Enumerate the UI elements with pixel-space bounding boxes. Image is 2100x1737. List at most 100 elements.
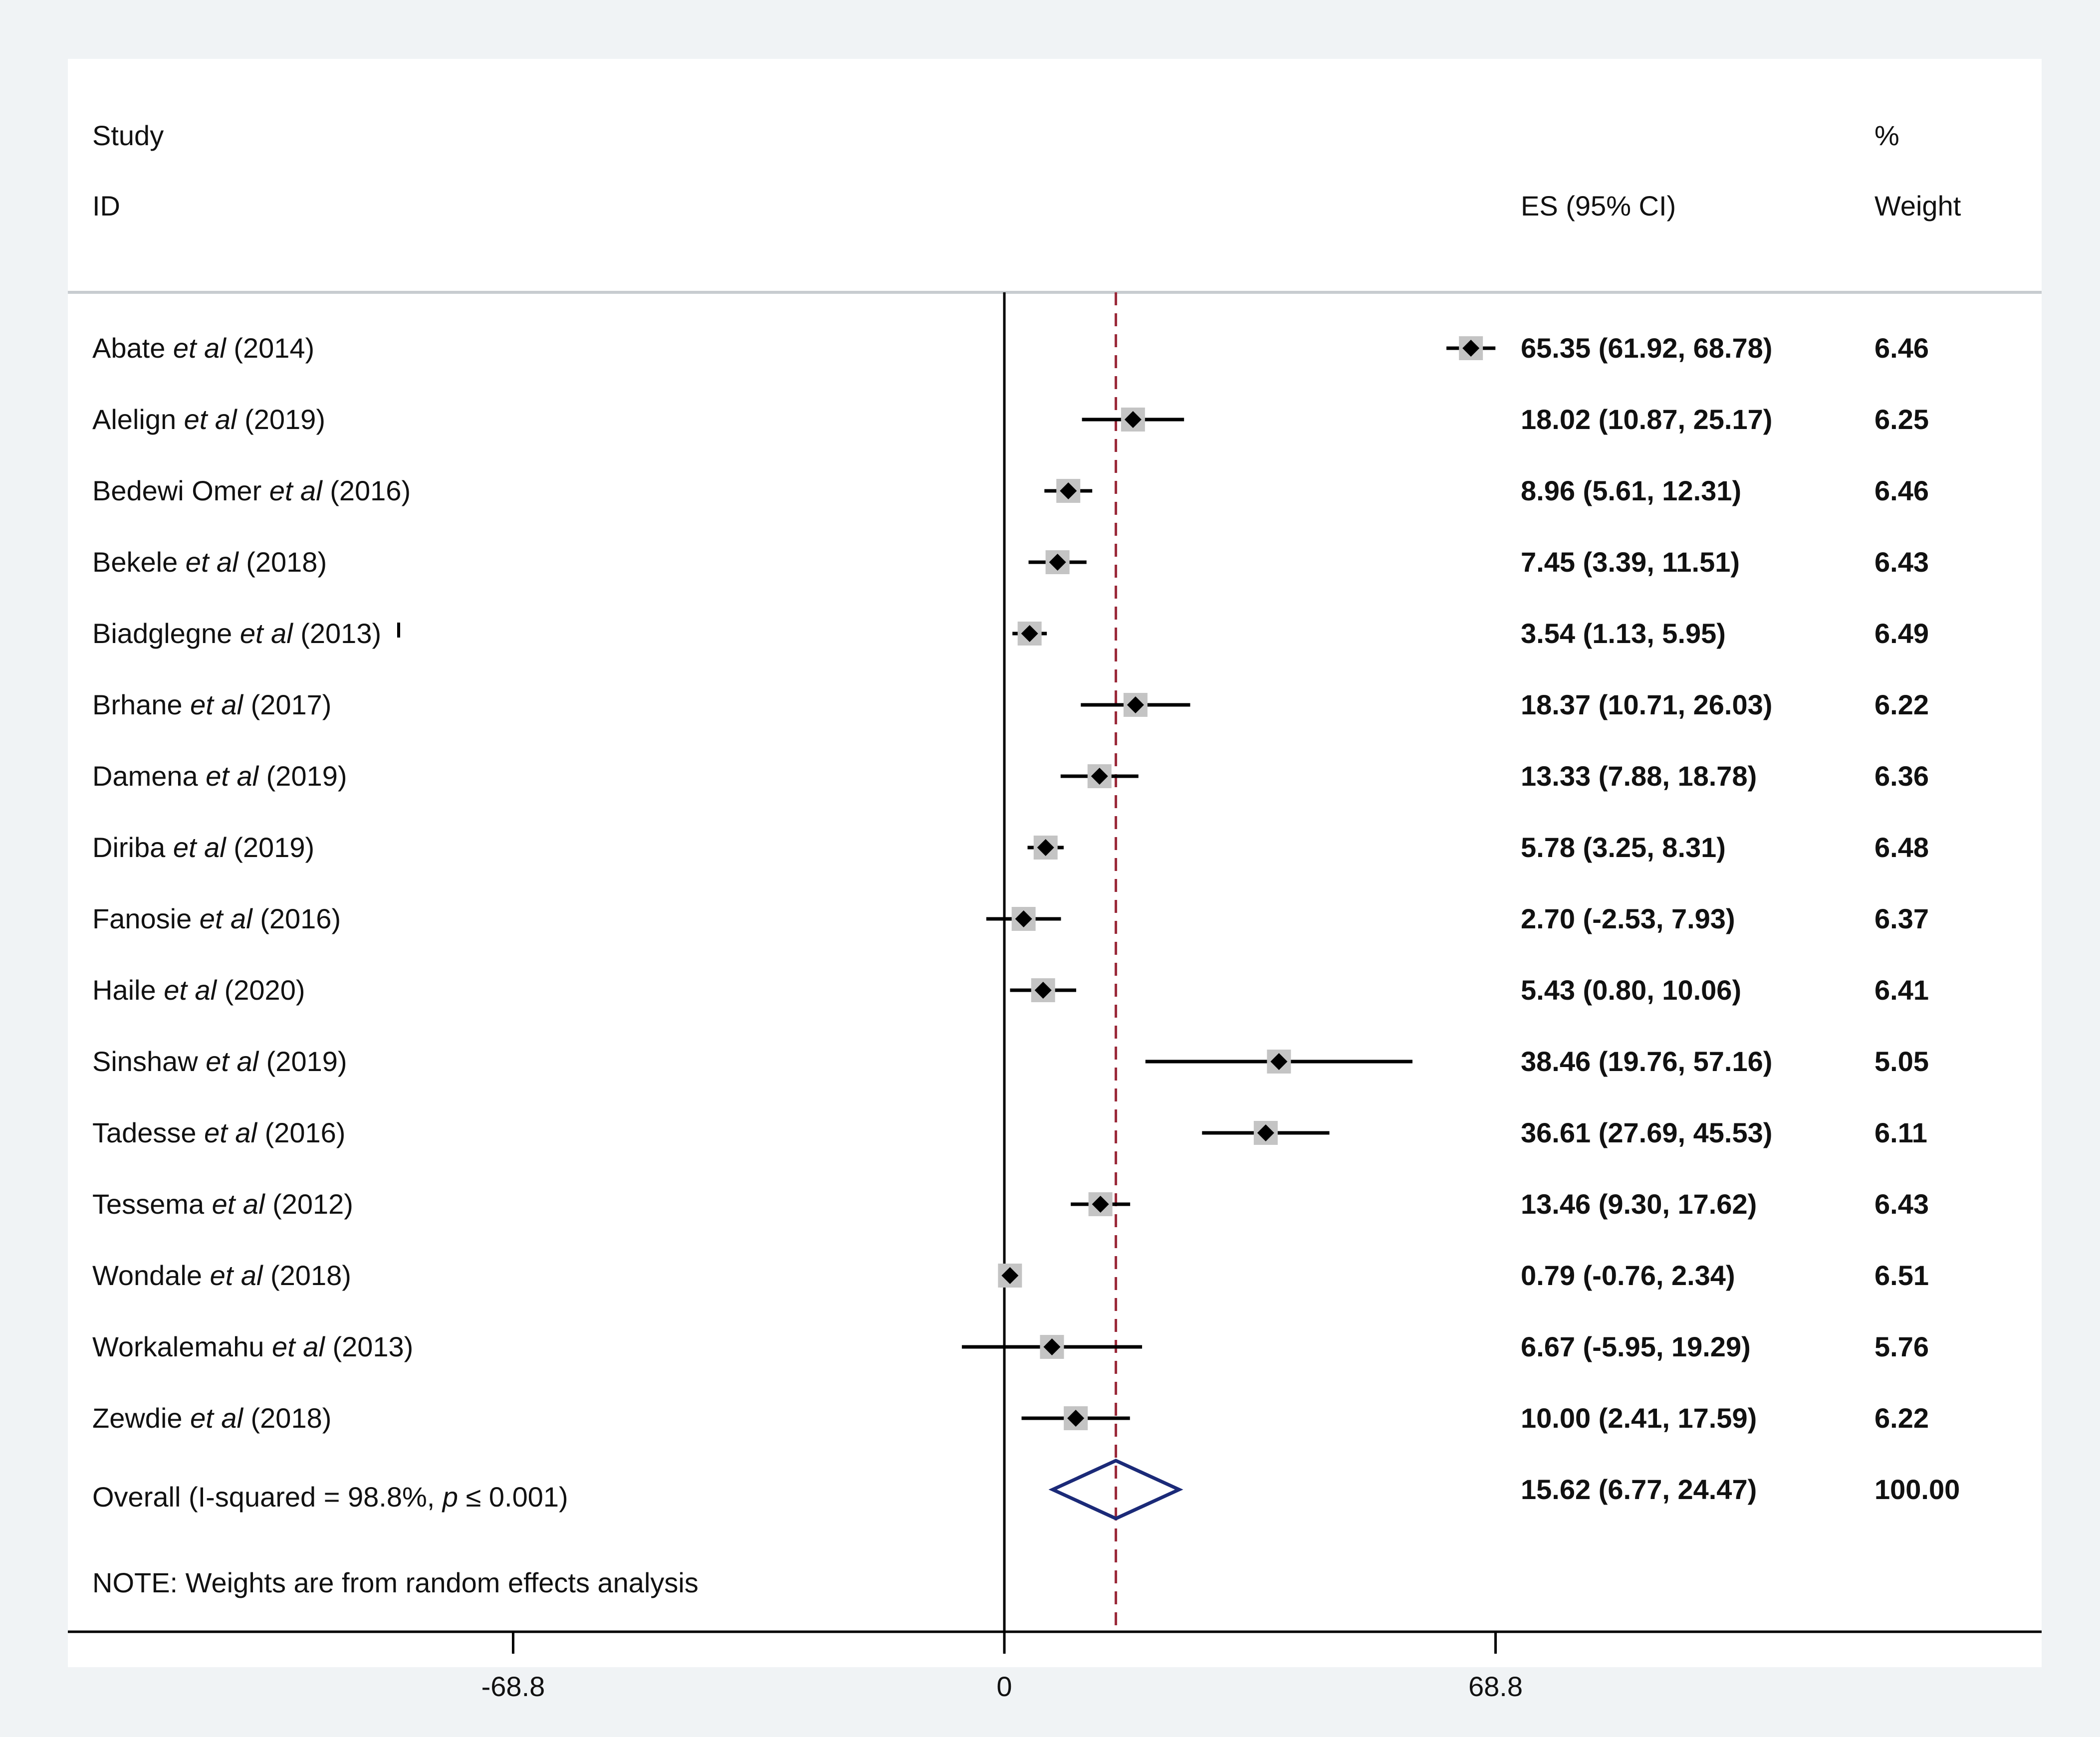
es-value: 13.46 (9.30, 17.62) — [1521, 1188, 1757, 1220]
study-etal: et al — [186, 546, 239, 578]
study-row: Bekele et al (2018) 7.45 (3.39, 11.51) 6.4… — [92, 546, 1929, 578]
study-etal: et al — [206, 760, 259, 792]
weight-value: 5.05 — [1874, 1046, 1929, 1077]
point-estimate — [1049, 554, 1066, 571]
study-year: (2019) — [233, 832, 314, 863]
study-row: Workalemahu et al (2013) 6.67 (-5.95, 19.… — [92, 1331, 1929, 1362]
study-name: Tadesse — [92, 1117, 197, 1148]
point-estimate — [1001, 1267, 1019, 1284]
study-label: Tessema et al (2012) — [92, 1188, 353, 1220]
study-name: Damena — [92, 760, 199, 792]
study-label: Damena et al (2019) — [92, 760, 347, 792]
study-name: Workalemahu — [92, 1331, 264, 1362]
study-row: Tadesse et al (2016) 36.61 (27.69, 45.53)… — [92, 1117, 1927, 1148]
overall-label-suffix: ≤ 0.001) — [458, 1481, 568, 1513]
header-es: ES (95% CI) — [1521, 190, 1676, 221]
weight-value: 6.37 — [1874, 903, 1929, 934]
study-etal: et al — [190, 1402, 243, 1434]
study-name: Diriba — [92, 832, 166, 863]
study-label: Alelign et al (2019) — [92, 404, 325, 435]
es-value: 6.67 (-5.95, 19.29) — [1521, 1331, 1751, 1362]
weight-value: 6.22 — [1874, 689, 1929, 720]
study-name: Biadglegne — [92, 618, 232, 649]
study-row: Brhane et al (2017) 18.37 (10.71, 26.03) 6… — [92, 689, 1929, 720]
overall-es-value: 15.62 (6.77, 24.47) — [1521, 1474, 1757, 1505]
header-id: ID — [92, 190, 120, 221]
study-etal: et al — [212, 1188, 265, 1220]
study-label: Tadesse et al (2016) — [92, 1117, 345, 1148]
point-estimate — [1015, 910, 1032, 927]
study-etal: et al — [173, 832, 227, 863]
study-etal: et al — [240, 618, 293, 649]
study-row: Wondale et al (2018) 0.79 (-0.76, 2.34) 6.… — [92, 1260, 1929, 1291]
study-label: Wondale et al (2018) — [92, 1260, 351, 1291]
study-name: Sinshaw — [92, 1046, 198, 1077]
es-value: 8.96 (5.61, 12.31) — [1521, 475, 1741, 506]
x-axis-ticks: -68.8 0 68.8 — [481, 1632, 1523, 1702]
study-year: (2019) — [266, 1046, 347, 1077]
study-etal: et al — [190, 689, 243, 720]
weight-value: 6.22 — [1874, 1402, 1929, 1434]
study-etal: et al — [269, 475, 323, 506]
study-label: Workalemahu et al (2013) — [92, 1331, 413, 1362]
study-year: (2018) — [251, 1402, 332, 1434]
point-estimate — [1091, 768, 1108, 785]
study-year: (2020) — [225, 974, 305, 1006]
weight-value: 6.36 — [1874, 760, 1929, 792]
es-value: 10.00 (2.41, 17.59) — [1521, 1402, 1757, 1434]
study-year: (2018) — [246, 546, 327, 578]
study-row: Haile et al (2020) 5.43 (0.80, 10.06) 6.41 — [92, 974, 1929, 1006]
study-year: (2016) — [330, 475, 411, 506]
study-etal: et al — [204, 1117, 257, 1148]
point-estimate — [1257, 1124, 1274, 1141]
study-row: Zewdie et al (2018) 10.00 (2.41, 17.59) 6.… — [92, 1402, 1929, 1434]
point-estimate — [1067, 1410, 1085, 1427]
study-name: Bekele — [92, 546, 178, 578]
point-estimate — [1021, 625, 1038, 642]
study-label: Zewdie et al (2018) — [92, 1402, 331, 1434]
study-row: Biadglegne et al (2013) 3.54 (1.13, 5.95)… — [92, 618, 1929, 649]
study-name: Brhane — [92, 689, 183, 720]
study-name: Fanosie — [92, 903, 192, 934]
study-label: Haile et al (2020) — [92, 974, 305, 1006]
study-etal: et al — [210, 1260, 263, 1291]
x-tick-label: 68.8 — [1468, 1671, 1523, 1702]
study-year: (2017) — [251, 689, 332, 720]
es-value: 2.70 (-2.53, 7.93) — [1521, 903, 1735, 934]
weight-value: 6.41 — [1874, 974, 1929, 1006]
study-name: Bedewi Omer — [92, 475, 261, 506]
study-name: Zewdie — [92, 1402, 183, 1434]
weight-value: 6.11 — [1874, 1117, 1927, 1148]
study-name: Abate — [92, 332, 165, 364]
point-estimate — [1127, 696, 1144, 713]
weight-value: 6.48 — [1874, 832, 1929, 863]
study-etal: et al — [184, 404, 237, 435]
study-label: Abate et al (2014) — [92, 332, 314, 364]
study-name: Tessema — [92, 1188, 205, 1220]
study-row: Bedewi Omer et al (2016) 8.96 (5.61, 12.3… — [92, 475, 1929, 506]
study-rows: Abate et al (2014) 65.35 (61.92, 68.78) 6.… — [92, 332, 1929, 1434]
study-row: Abate et al (2014) 65.35 (61.92, 68.78) 6.… — [92, 332, 1929, 364]
point-estimate — [1060, 482, 1077, 499]
header-weight-percent: % — [1874, 120, 1899, 151]
point-estimate — [1034, 982, 1052, 999]
study-row: Tessema et al (2012) 13.46 (9.30, 17.62) 6… — [92, 1188, 1929, 1220]
study-row: Sinshaw et al (2019) 38.46 (19.76, 57.16)… — [92, 1046, 1929, 1077]
point-estimate — [1462, 340, 1480, 357]
study-etal: et al — [200, 903, 253, 934]
es-value: 13.33 (7.88, 18.78) — [1521, 760, 1757, 792]
study-label: Brhane et al (2017) — [92, 689, 331, 720]
study-year: (2018) — [270, 1260, 351, 1291]
weight-value: 6.46 — [1874, 475, 1929, 506]
study-row: Alelign et al (2019) 18.02 (10.87, 25.17)… — [92, 404, 1929, 435]
study-year: (2013) — [300, 618, 381, 649]
point-estimate — [1270, 1053, 1288, 1070]
overall-diamond — [1048, 1459, 1183, 1520]
study-name: Haile — [92, 974, 156, 1006]
overall-label: Overall (I-squared = 98.8%, p ≤ 0.001) — [92, 1481, 568, 1513]
study-etal: et al — [173, 332, 227, 364]
study-year: (2016) — [260, 903, 341, 934]
study-year: (2013) — [332, 1331, 413, 1362]
x-tick-label: -68.8 — [481, 1671, 545, 1702]
overall-row: Overall (I-squared = 98.8%, p ≤ 0.001) 15… — [92, 1459, 1960, 1520]
